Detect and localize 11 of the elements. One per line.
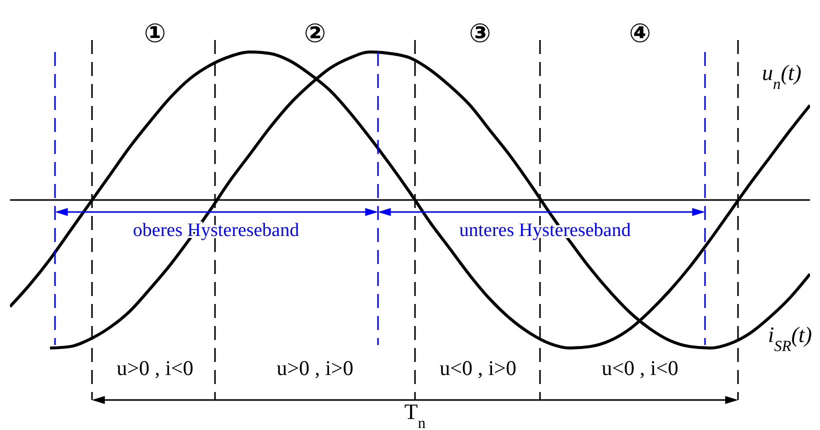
text: u>0 , i>0 xyxy=(276,356,354,380)
text: ③ xyxy=(468,19,492,49)
text: ④ xyxy=(628,19,652,49)
text: u<0 , i>0 xyxy=(440,356,516,380)
text: u<0 , i<0 xyxy=(602,356,678,380)
series-label: i$_{SR}$(t) xyxy=(768,322,812,354)
text: T$_{n}$ xyxy=(404,399,426,430)
series-label: u$_{n}$(t) xyxy=(762,60,802,92)
text: u>0 , i<0 xyxy=(116,356,194,380)
text: ② xyxy=(304,19,326,49)
text: ① xyxy=(144,19,166,49)
